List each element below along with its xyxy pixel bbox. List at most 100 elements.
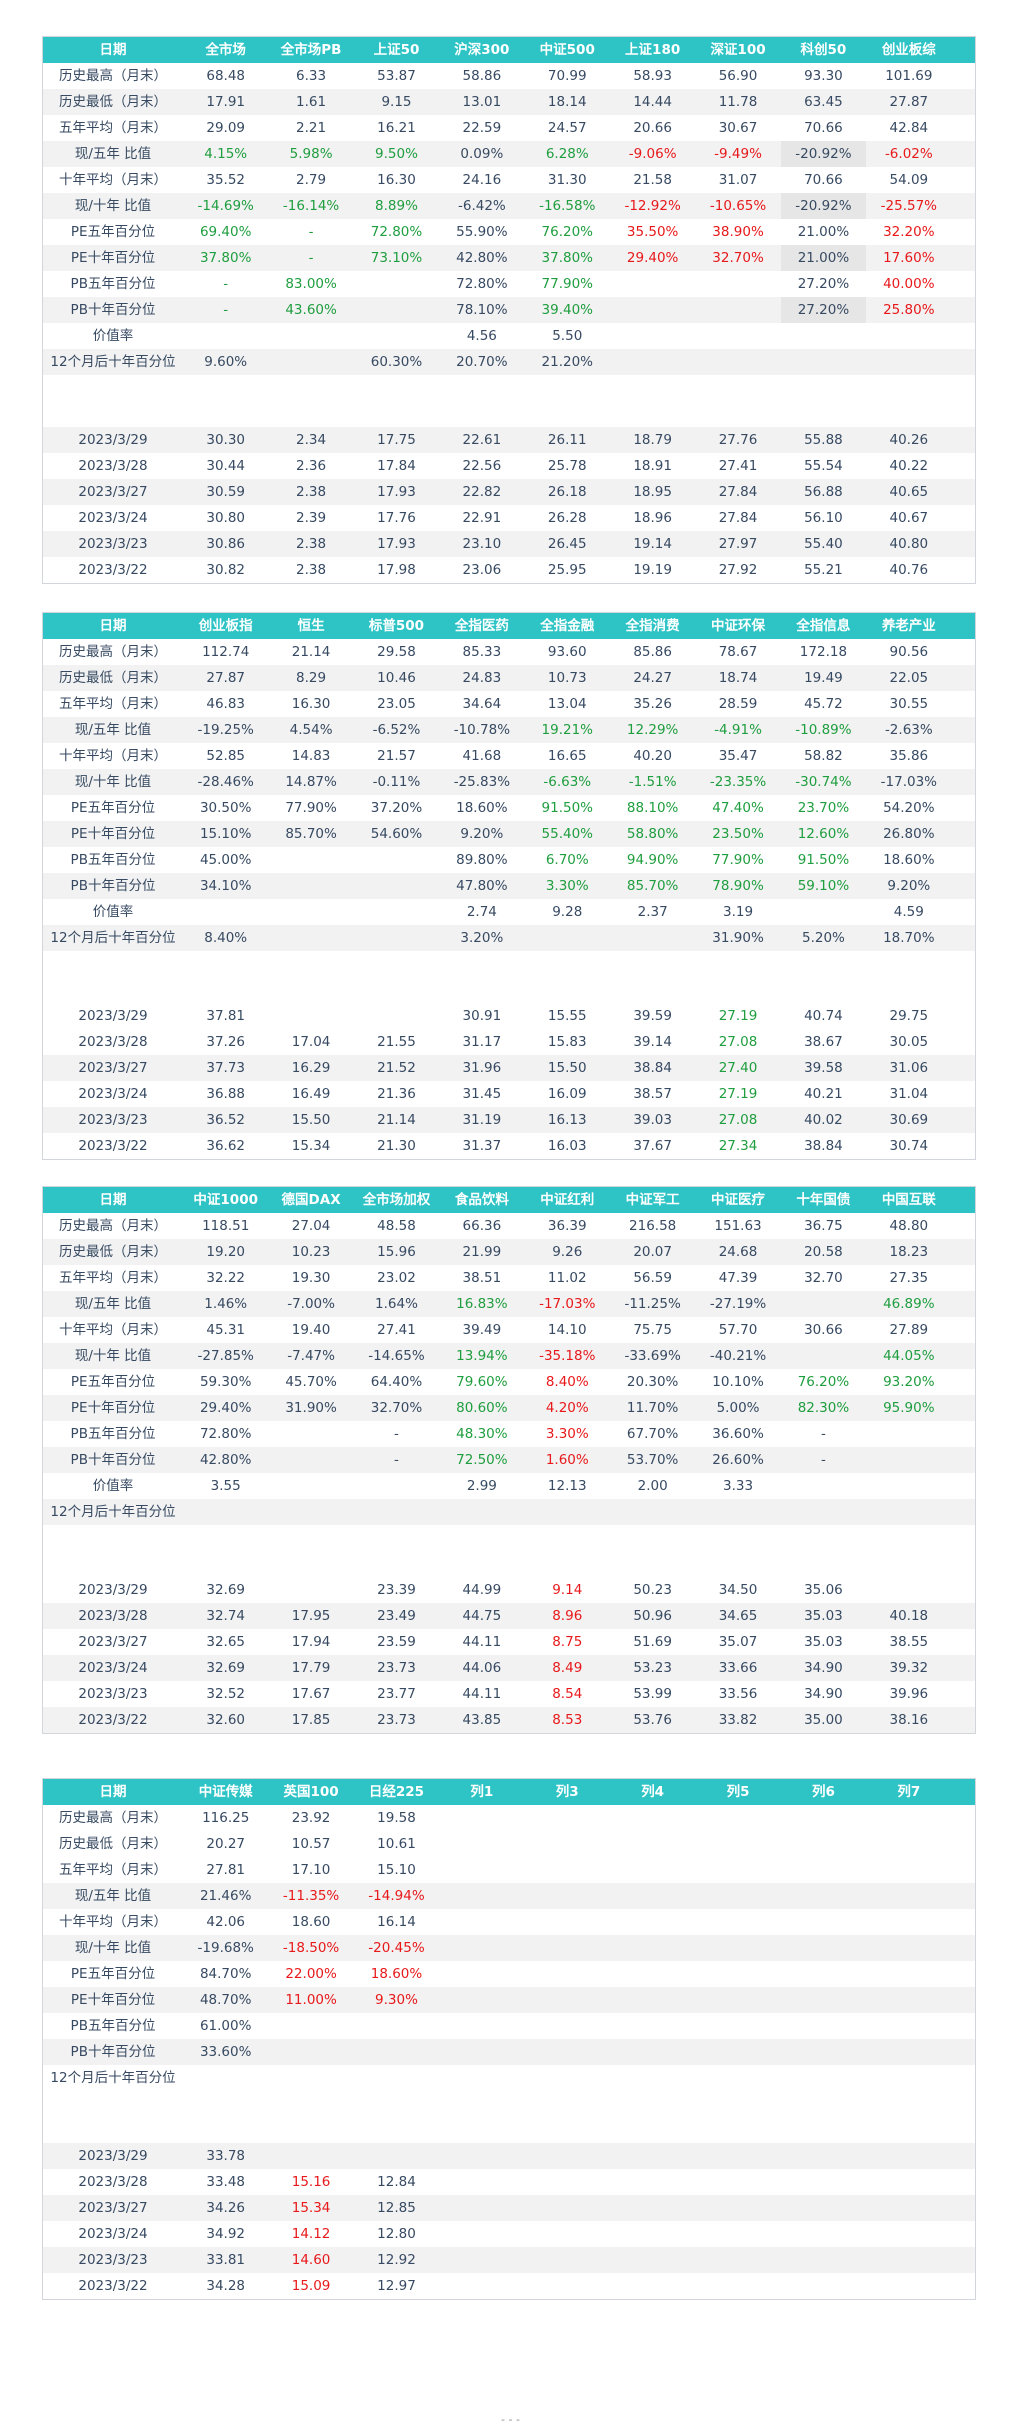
data-cell: 56.88 bbox=[804, 484, 843, 500]
data-cell bbox=[781, 1291, 866, 1317]
data-cell bbox=[610, 401, 695, 427]
table-row: 2023/3/28 33.48 15.16 12.84 bbox=[43, 2169, 975, 2195]
data-cell: 40.21 bbox=[804, 1086, 843, 1102]
data-cell bbox=[183, 2065, 268, 2091]
data-cell bbox=[781, 899, 866, 925]
data-cell: 35.26 bbox=[633, 696, 672, 712]
data-cell: 33.66 bbox=[718, 1660, 758, 1676]
data-cell: 35.06 bbox=[804, 1582, 843, 1598]
data-cell bbox=[268, 2039, 353, 2065]
data-cell: 3.55 bbox=[210, 1478, 241, 1494]
data-cell: 20.30% bbox=[626, 1374, 679, 1390]
data-cell: 18.14 bbox=[547, 94, 587, 110]
table-header-row: 日期 全市场 全市场PB 上证50 沪深300 中证500 上证180 深证100 科创50 创业… bbox=[43, 37, 975, 63]
data-cell bbox=[525, 2091, 610, 2117]
data-cell: 83.00% bbox=[285, 276, 337, 292]
data-cell: 11.00% bbox=[285, 1992, 337, 2008]
data-cell bbox=[695, 977, 780, 1003]
data-cell: 34.64 bbox=[462, 696, 502, 712]
data-cell bbox=[781, 1935, 866, 1961]
data-cell: 19.49 bbox=[804, 670, 843, 686]
data-cell: 72.80% bbox=[456, 276, 508, 292]
table-row: PB十年百分位 - 43.60% 78.10% 39.40% 27.20% 25.80% bbox=[43, 297, 975, 323]
data-cell: 14.44 bbox=[633, 94, 672, 110]
data-cell bbox=[354, 2065, 439, 2091]
data-cell bbox=[439, 2247, 524, 2273]
data-cell bbox=[781, 2013, 866, 2039]
table-row: 历史最低（月末） 17.91 1.61 9.15 13.01 18.14 14.44 11.7… bbox=[43, 89, 975, 115]
data-cell: 30.66 bbox=[804, 1322, 843, 1338]
data-cell: 31.30 bbox=[547, 172, 587, 188]
data-cell: 53.23 bbox=[633, 1660, 672, 1676]
data-cell: -16.14% bbox=[282, 198, 340, 214]
data-cell: 80.60% bbox=[456, 1400, 508, 1416]
data-cell: 17.93 bbox=[377, 536, 416, 552]
data-cell bbox=[610, 1805, 695, 1831]
row-label: PB十年百分位 bbox=[70, 1452, 156, 1468]
data-cell: 27.97 bbox=[718, 536, 758, 552]
data-cell: 35.00 bbox=[804, 1712, 843, 1728]
data-cell: 17.94 bbox=[291, 1634, 331, 1650]
data-cell: 17.60% bbox=[883, 250, 935, 266]
data-cell: 31.19 bbox=[462, 1112, 502, 1128]
column-header: 上证50 bbox=[373, 42, 420, 58]
row-label: 五年平均（月末） bbox=[59, 1270, 167, 1286]
data-cell: 27.76 bbox=[718, 432, 758, 448]
data-cell: 42.80% bbox=[456, 250, 508, 266]
data-cell: 23.50% bbox=[712, 826, 764, 842]
data-cell: 21.58 bbox=[633, 172, 672, 188]
data-cell bbox=[354, 1499, 439, 1525]
data-cell: 8.40% bbox=[545, 1374, 589, 1390]
data-cell bbox=[695, 2117, 780, 2143]
data-cell: 29.58 bbox=[377, 644, 416, 660]
valuation-table-2: 日期 创业板指 恒生 标普500 全指医药 全指金融 全指消费 中证环保 全指信息 养老产业 历史最… bbox=[42, 612, 976, 1160]
data-cell: 48.58 bbox=[377, 1218, 416, 1234]
row-label: 12个月后十年百分位 bbox=[50, 354, 176, 370]
data-cell: 39.59 bbox=[633, 1008, 672, 1024]
row-label: 2023/3/22 bbox=[78, 2278, 148, 2294]
data-cell bbox=[781, 2143, 866, 2169]
row-label: 2023/3/22 bbox=[78, 1138, 148, 1154]
data-cell: 56.59 bbox=[633, 1270, 672, 1286]
data-cell: 8.53 bbox=[552, 1712, 583, 1728]
data-cell bbox=[781, 2039, 866, 2065]
data-cell bbox=[354, 1003, 439, 1029]
data-cell bbox=[183, 375, 268, 401]
data-cell: 46.89% bbox=[883, 1296, 935, 1312]
data-cell: 40.00% bbox=[883, 276, 935, 292]
data-cell: 23.06 bbox=[462, 562, 502, 578]
data-cell: 41.68 bbox=[462, 748, 502, 764]
data-cell: 42.80% bbox=[199, 1452, 252, 1468]
data-cell: 30.74 bbox=[889, 1138, 929, 1154]
data-cell: 17.93 bbox=[377, 484, 416, 500]
data-cell: 31.90% bbox=[285, 1400, 337, 1416]
data-cell bbox=[439, 2143, 524, 2169]
data-cell: 45.31 bbox=[206, 1322, 246, 1338]
data-cell: 59.30% bbox=[199, 1374, 252, 1390]
data-cell: 30.80 bbox=[206, 510, 246, 526]
data-cell: 20.07 bbox=[633, 1244, 672, 1260]
data-cell: 85.86 bbox=[633, 644, 672, 660]
data-cell: 36.39 bbox=[547, 1218, 587, 1234]
data-cell bbox=[268, 1473, 353, 1499]
data-cell: 95.90% bbox=[883, 1400, 935, 1416]
data-cell: 39.96 bbox=[889, 1686, 929, 1702]
data-cell bbox=[525, 401, 610, 427]
data-cell: 70.99 bbox=[547, 68, 587, 84]
data-cell bbox=[610, 1857, 695, 1883]
data-cell: 12.80 bbox=[377, 2226, 416, 2242]
data-cell: 14.12 bbox=[291, 2226, 331, 2242]
data-cell: 9.15 bbox=[381, 94, 412, 110]
data-cell bbox=[695, 1883, 780, 1909]
data-cell: 17.10 bbox=[291, 1862, 331, 1878]
data-cell bbox=[695, 1525, 780, 1551]
data-cell: -11.35% bbox=[282, 1888, 340, 1904]
data-cell: 14.83 bbox=[291, 748, 331, 764]
data-cell: 91.50% bbox=[541, 800, 593, 816]
column-header: 列6 bbox=[811, 1784, 835, 1800]
data-cell: 2.99 bbox=[466, 1478, 497, 1494]
data-cell: -20.92% bbox=[780, 141, 867, 167]
table-row bbox=[43, 951, 975, 977]
data-cell: 27.34 bbox=[718, 1138, 758, 1154]
data-cell: 58.86 bbox=[462, 68, 502, 84]
